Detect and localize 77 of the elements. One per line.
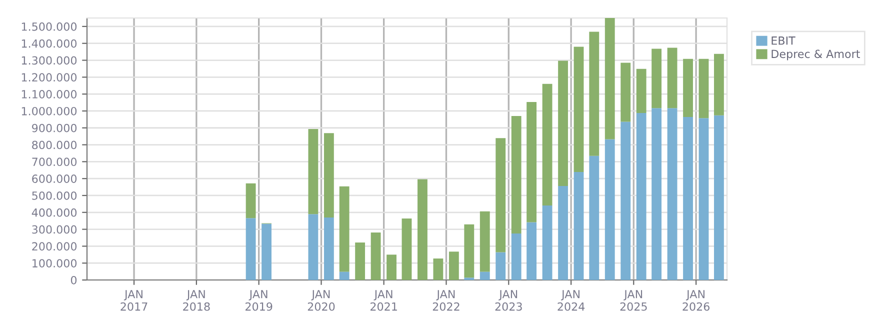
bar — [683, 58, 693, 118]
bar — [480, 211, 490, 272]
bar — [589, 32, 600, 156]
bar — [262, 224, 272, 280]
bar — [620, 62, 631, 122]
bar — [652, 48, 662, 108]
bar — [667, 48, 678, 108]
y-tick-label: 1.500.000 — [22, 22, 77, 31]
bar — [324, 217, 334, 280]
bar — [355, 242, 366, 280]
bar — [246, 183, 256, 218]
bar — [714, 115, 724, 280]
bar — [246, 218, 256, 280]
bar — [698, 58, 709, 118]
x-tick-label: JAN 2019 — [246, 290, 272, 311]
bar — [433, 258, 444, 280]
y-tick-label: 1.000.000 — [22, 106, 77, 116]
x-tick-label: JAN 2026 — [682, 290, 710, 311]
bar — [542, 205, 552, 280]
bar — [714, 54, 724, 116]
bar — [667, 108, 678, 280]
y-tick-label: 100.000 — [32, 259, 77, 268]
x-tick-label: JAN 2022 — [432, 290, 460, 311]
x-tick-label: JAN 2023 — [495, 290, 522, 311]
bar — [324, 133, 334, 218]
bar — [620, 122, 631, 280]
bar — [496, 138, 506, 252]
bar — [604, 18, 615, 140]
y-tick-label: 1.100.000 — [22, 90, 77, 98]
y-tick-label: 300.000 — [32, 225, 77, 234]
bar — [683, 117, 693, 280]
x-tick-label: JAN 2018 — [183, 290, 210, 311]
bar — [604, 139, 615, 280]
x-tick-label: JAN 2020 — [308, 290, 335, 311]
y-tick-label: 500.000 — [32, 191, 77, 200]
bar — [464, 224, 474, 278]
bar — [542, 84, 552, 206]
bar — [589, 156, 600, 280]
bar — [370, 232, 381, 280]
bar — [526, 102, 537, 222]
bar — [308, 214, 318, 280]
bar — [636, 68, 646, 113]
bar — [339, 186, 350, 272]
bar — [496, 252, 506, 280]
y-tick-label: 200.000 — [32, 242, 77, 251]
y-tick-label: 600.000 — [32, 174, 77, 183]
y-tick-label: 1.200.000 — [22, 73, 77, 82]
x-tick-label: JAN 2025 — [620, 290, 647, 311]
legend-label: EBIT — [772, 36, 796, 45]
y-tick-label: 900.000 — [32, 124, 77, 132]
bar — [511, 116, 522, 234]
bar — [402, 218, 412, 280]
x-tick-label: JAN 2017 — [120, 290, 148, 311]
bar — [511, 234, 522, 280]
bar — [558, 60, 568, 186]
x-tick-label: JAN 2021 — [370, 290, 397, 311]
bar — [480, 272, 490, 280]
bar — [574, 46, 584, 172]
bar — [574, 172, 584, 280]
y-tick-label: 1.400.000 — [22, 39, 77, 48]
x-tick-label: JAN 2024 — [558, 290, 585, 311]
bar — [308, 129, 318, 214]
bar — [526, 222, 537, 280]
bar — [698, 118, 709, 280]
y-tick-label: 400.000 — [32, 208, 77, 217]
bar — [636, 112, 646, 280]
y-tick-label: 1.300.000 — [22, 56, 77, 65]
bar — [652, 108, 662, 280]
bar — [386, 254, 396, 280]
bar — [418, 179, 428, 280]
bar — [558, 186, 568, 280]
y-tick-label: 0 — [70, 276, 77, 284]
y-tick-label: 700.000 — [32, 158, 77, 166]
bar — [448, 252, 459, 280]
y-tick-label: 800.000 — [32, 140, 77, 150]
legend-label: Deprec & Amort — [772, 50, 860, 60]
bar — [339, 272, 350, 280]
